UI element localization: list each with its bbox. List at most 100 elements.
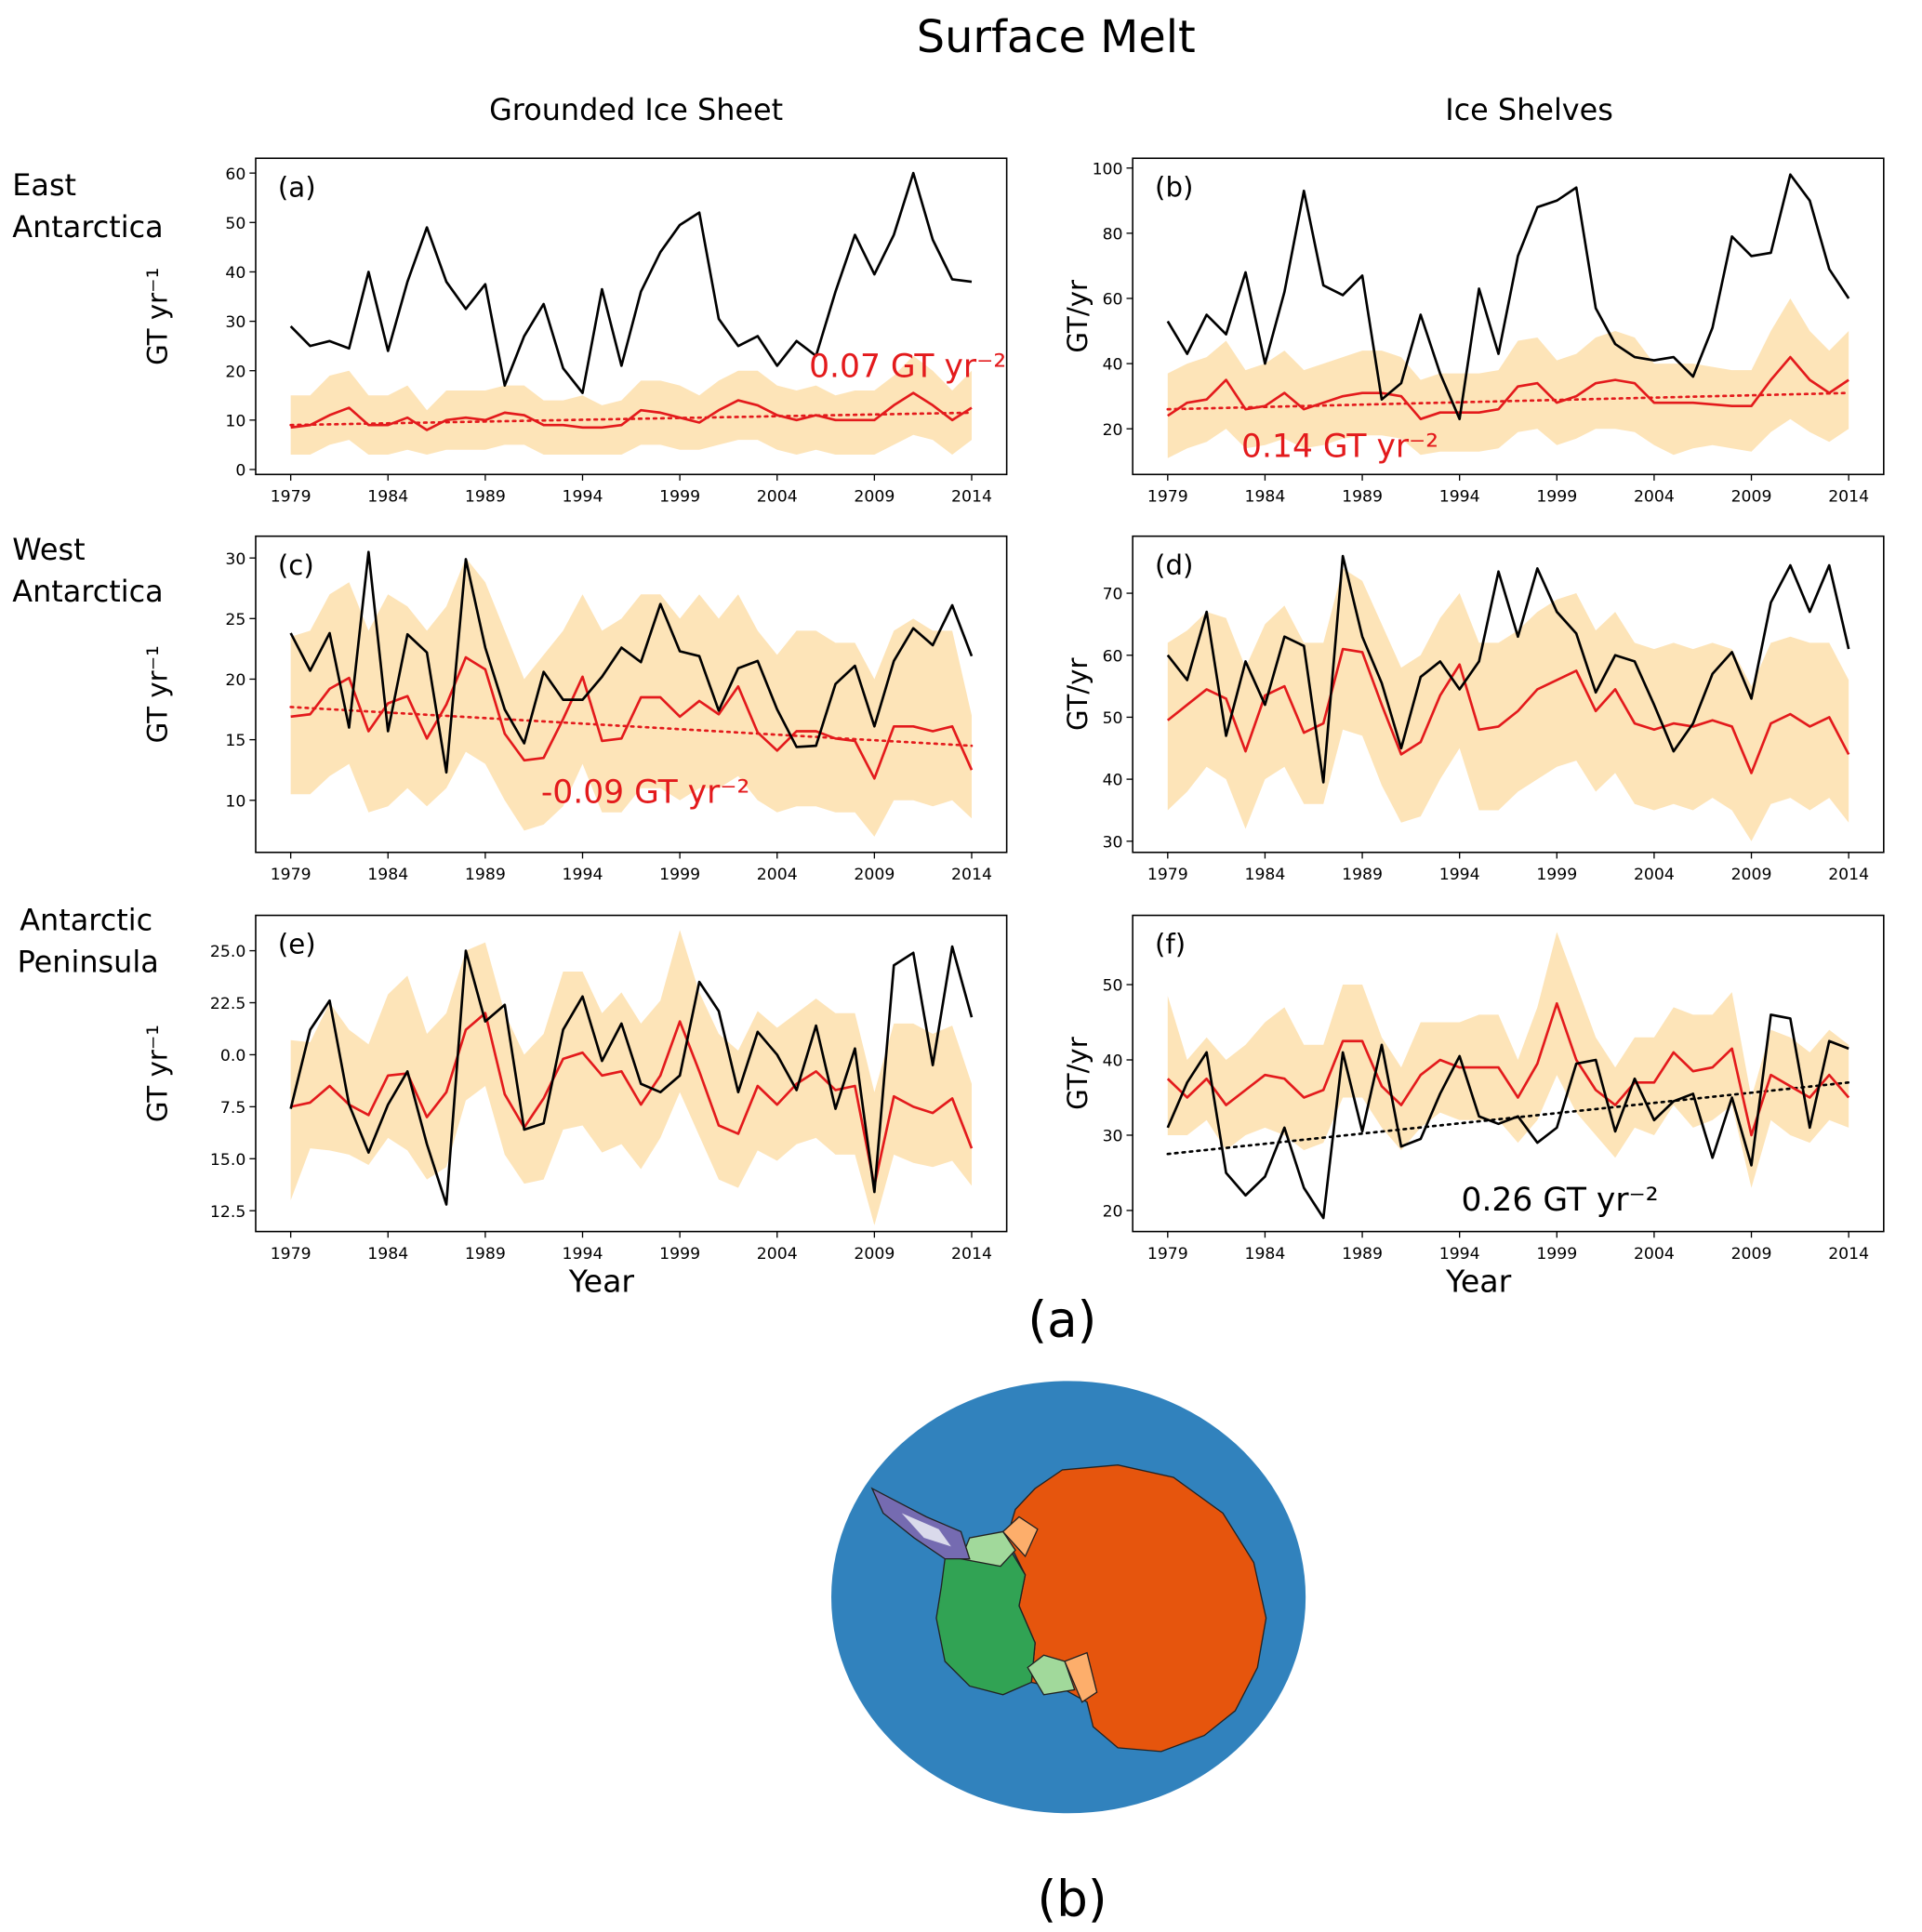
- y-tick-label: 12.5: [210, 1203, 245, 1222]
- y-tick-label: 25.0: [210, 943, 245, 961]
- x-tick-label: 2014: [1828, 488, 1869, 507]
- y-tick-label: 30: [1103, 833, 1123, 852]
- figure-label: (b): [1037, 1871, 1107, 1928]
- x-tick-label: 2004: [757, 866, 798, 884]
- row-label: West: [12, 532, 85, 567]
- row-label: Antarctic: [20, 902, 152, 937]
- peninsula-shelf: [901, 1513, 951, 1547]
- y-tick-label: 30: [1103, 1128, 1123, 1146]
- y-tick-label: 40: [225, 264, 245, 283]
- figure-label: (a): [1027, 1291, 1096, 1349]
- panel-label: (b): [1155, 171, 1193, 203]
- x-tick-label: 2009: [1731, 488, 1772, 507]
- series-line: [1166, 1001, 1850, 1137]
- x-tick-label: 2009: [854, 488, 895, 507]
- x-tick-label: 1994: [563, 866, 603, 884]
- y-tick-label: 40: [1103, 1052, 1123, 1071]
- y-axis-label: GT/yr: [1062, 1036, 1094, 1110]
- x-tick-label: 1979: [271, 866, 311, 884]
- figure-title: Surface Melt: [917, 12, 1196, 63]
- x-axis-label: Year: [1445, 1264, 1512, 1300]
- x-tick-label: 1994: [563, 1245, 603, 1264]
- y-tick-label: 50: [225, 215, 245, 233]
- y-tick-label: 15: [225, 732, 245, 750]
- series-line: [1166, 173, 1850, 421]
- axes-frame: [255, 914, 1008, 1233]
- axes-frame: [255, 157, 1008, 476]
- trend-annotation: 0.07 GT yr⁻²: [809, 348, 1006, 385]
- series-line: [289, 550, 974, 774]
- axes-frame: [1132, 535, 1885, 854]
- x-tick-label: 2009: [1731, 1245, 1772, 1264]
- uncertainty-band: [1167, 568, 1849, 841]
- axes-frame: [255, 535, 1008, 854]
- series-line: [290, 391, 973, 431]
- y-tick-label: 20: [225, 671, 245, 690]
- uncertainty-band: [290, 558, 972, 837]
- x-tick-label: 1979: [1147, 866, 1188, 884]
- x-tick-label: 1994: [1439, 488, 1480, 507]
- uncertainty-band: [1167, 932, 1849, 1188]
- x-tick-label: 2004: [757, 488, 798, 507]
- y-tick-label: 50: [1103, 977, 1123, 996]
- y-axis-label: GT yr⁻¹: [141, 1025, 173, 1122]
- y-axis-label: GT/yr: [1062, 656, 1094, 731]
- column-title: Ice Shelves: [1445, 92, 1613, 127]
- row-label: Antarctica: [12, 574, 163, 609]
- panel-label: (e): [278, 929, 316, 960]
- x-tick-label: 2014: [1828, 866, 1869, 884]
- x-tick-label: 2014: [1828, 1245, 1869, 1264]
- x-tick-label: 1989: [465, 866, 506, 884]
- y-tick-label: 100: [1093, 160, 1123, 179]
- y-tick-label: 0: [235, 462, 245, 481]
- x-tick-label: 1979: [271, 488, 311, 507]
- y-tick-label: 20: [1103, 1203, 1123, 1222]
- y-tick-label: 60: [225, 165, 245, 184]
- x-tick-label: 1999: [659, 488, 700, 507]
- x-tick-label: 1994: [563, 488, 603, 507]
- trend-line: [289, 706, 974, 748]
- y-tick-label: 50: [1103, 709, 1123, 728]
- y-tick-label: 40: [1103, 772, 1123, 790]
- y-tick-label: 10: [225, 412, 245, 430]
- y-tick-label: 60: [1103, 291, 1123, 310]
- row-label: East: [12, 167, 76, 203]
- x-tick-label: 1999: [1536, 866, 1577, 884]
- y-tick-label: 22.5: [210, 995, 245, 1013]
- uncertainty-band: [290, 355, 972, 456]
- x-tick-label: 1984: [367, 1245, 408, 1264]
- panel-label: (d): [1155, 549, 1193, 581]
- ice-shelf: [1001, 1515, 1039, 1558]
- x-tick-label: 1984: [1244, 866, 1285, 884]
- y-tick-label: 20: [1103, 421, 1123, 440]
- trend-line: [1166, 391, 1850, 411]
- y-tick-label: 40: [1103, 356, 1123, 375]
- x-tick-label: 1989: [465, 1245, 506, 1264]
- column-title: Grounded Ice Sheet: [489, 92, 783, 127]
- series-line: [290, 1012, 974, 1187]
- ice-shelf: [1027, 1654, 1076, 1696]
- x-tick-label: 2004: [1634, 1245, 1675, 1264]
- series-line: [1166, 1013, 1849, 1220]
- x-tick-label: 1994: [1439, 866, 1480, 884]
- x-tick-label: 1979: [1147, 488, 1188, 507]
- x-tick-label: 2004: [1634, 866, 1675, 884]
- x-tick-label: 2009: [854, 866, 895, 884]
- y-tick-label: 25: [225, 611, 245, 629]
- y-tick-label: 80: [1103, 226, 1123, 245]
- y-tick-label: 10: [225, 792, 245, 811]
- y-tick-label: 7.5: [220, 1099, 245, 1118]
- series-line: [289, 171, 973, 394]
- antarctica-map: [831, 1381, 1306, 1814]
- axes-frame: [1132, 157, 1885, 476]
- x-tick-label: 2009: [1731, 866, 1772, 884]
- x-tick-label: 1999: [1536, 1245, 1577, 1264]
- row-label: Peninsula: [18, 945, 159, 980]
- trend-annotation: 0.14 GT yr⁻²: [1241, 429, 1438, 466]
- x-tick-label: 1989: [465, 488, 506, 507]
- series-line: [290, 655, 974, 780]
- trend-annotation: -0.09 GT yr⁻²: [541, 774, 750, 812]
- y-axis-label: GT yr⁻¹: [141, 645, 173, 743]
